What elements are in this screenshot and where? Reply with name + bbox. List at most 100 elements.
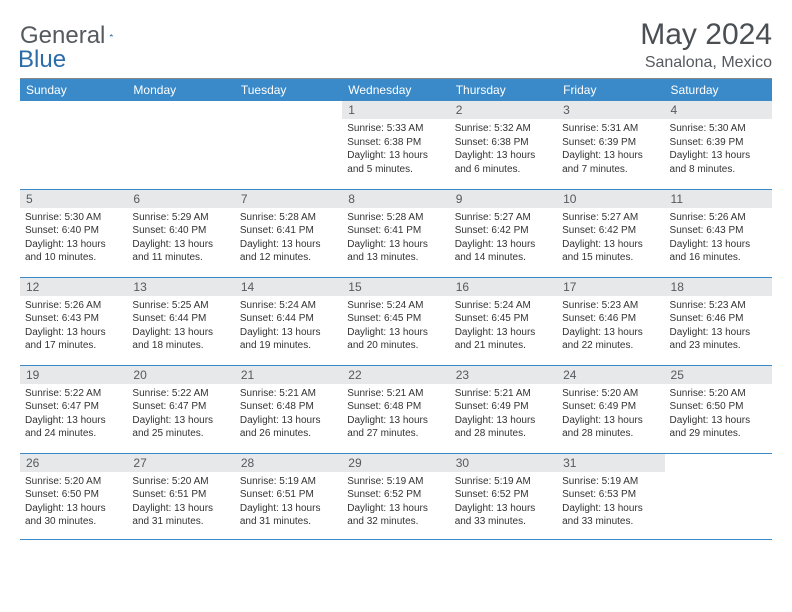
day-number: 3 <box>557 101 664 119</box>
cell-body: Sunrise: 5:27 AMSunset: 6:42 PMDaylight:… <box>450 208 557 269</box>
day-number: 20 <box>127 366 234 384</box>
day-number: 18 <box>665 278 772 296</box>
day-number: 7 <box>235 190 342 208</box>
day-number: 12 <box>20 278 127 296</box>
day-number: 10 <box>557 190 664 208</box>
calendar-cell: 25Sunrise: 5:20 AMSunset: 6:50 PMDayligh… <box>665 365 772 453</box>
cell-body: Sunrise: 5:23 AMSunset: 6:46 PMDaylight:… <box>665 296 772 357</box>
calendar-cell: 27Sunrise: 5:20 AMSunset: 6:51 PMDayligh… <box>127 453 234 539</box>
calendar-row: 5Sunrise: 5:30 AMSunset: 6:40 PMDaylight… <box>20 189 772 277</box>
calendar-cell: 11Sunrise: 5:26 AMSunset: 6:43 PMDayligh… <box>665 189 772 277</box>
day-number: 30 <box>450 454 557 472</box>
calendar-cell: 23Sunrise: 5:21 AMSunset: 6:49 PMDayligh… <box>450 365 557 453</box>
day-number: 24 <box>557 366 664 384</box>
cell-body: Sunrise: 5:22 AMSunset: 6:47 PMDaylight:… <box>20 384 127 445</box>
day-number: 11 <box>665 190 772 208</box>
calendar-cell: 29Sunrise: 5:19 AMSunset: 6:52 PMDayligh… <box>342 453 449 539</box>
day-number: 19 <box>20 366 127 384</box>
day-number: 23 <box>450 366 557 384</box>
col-tuesday: Tuesday <box>235 79 342 101</box>
cell-body: Sunrise: 5:23 AMSunset: 6:46 PMDaylight:… <box>557 296 664 357</box>
day-number: 17 <box>557 278 664 296</box>
calendar-cell: 3Sunrise: 5:31 AMSunset: 6:39 PMDaylight… <box>557 101 664 189</box>
day-number: 6 <box>127 190 234 208</box>
calendar-cell: 5Sunrise: 5:30 AMSunset: 6:40 PMDaylight… <box>20 189 127 277</box>
cell-body: Sunrise: 5:26 AMSunset: 6:43 PMDaylight:… <box>665 208 772 269</box>
cell-body: Sunrise: 5:30 AMSunset: 6:39 PMDaylight:… <box>665 119 772 180</box>
calendar-cell: 17Sunrise: 5:23 AMSunset: 6:46 PMDayligh… <box>557 277 664 365</box>
calendar-row: 12Sunrise: 5:26 AMSunset: 6:43 PMDayligh… <box>20 277 772 365</box>
cell-body: Sunrise: 5:29 AMSunset: 6:40 PMDaylight:… <box>127 208 234 269</box>
cell-body: Sunrise: 5:20 AMSunset: 6:51 PMDaylight:… <box>127 472 234 533</box>
header: General May 2024 Sanalona, Mexico <box>20 18 772 72</box>
calendar-cell <box>127 101 234 189</box>
cell-body: Sunrise: 5:19 AMSunset: 6:52 PMDaylight:… <box>450 472 557 533</box>
calendar-cell: 30Sunrise: 5:19 AMSunset: 6:52 PMDayligh… <box>450 453 557 539</box>
day-number: 8 <box>342 190 449 208</box>
calendar-cell: 21Sunrise: 5:21 AMSunset: 6:48 PMDayligh… <box>235 365 342 453</box>
calendar-cell: 7Sunrise: 5:28 AMSunset: 6:41 PMDaylight… <box>235 189 342 277</box>
day-number: 26 <box>20 454 127 472</box>
calendar-cell: 2Sunrise: 5:32 AMSunset: 6:38 PMDaylight… <box>450 101 557 189</box>
calendar-cell: 22Sunrise: 5:21 AMSunset: 6:48 PMDayligh… <box>342 365 449 453</box>
cell-body: Sunrise: 5:28 AMSunset: 6:41 PMDaylight:… <box>342 208 449 269</box>
title-block: May 2024 Sanalona, Mexico <box>640 18 772 72</box>
cell-body: Sunrise: 5:24 AMSunset: 6:44 PMDaylight:… <box>235 296 342 357</box>
calendar-cell: 9Sunrise: 5:27 AMSunset: 6:42 PMDaylight… <box>450 189 557 277</box>
calendar-cell: 6Sunrise: 5:29 AMSunset: 6:40 PMDaylight… <box>127 189 234 277</box>
calendar-cell: 8Sunrise: 5:28 AMSunset: 6:41 PMDaylight… <box>342 189 449 277</box>
calendar-cell: 1Sunrise: 5:33 AMSunset: 6:38 PMDaylight… <box>342 101 449 189</box>
calendar-cell: 20Sunrise: 5:22 AMSunset: 6:47 PMDayligh… <box>127 365 234 453</box>
day-number: 13 <box>127 278 234 296</box>
cell-body: Sunrise: 5:19 AMSunset: 6:52 PMDaylight:… <box>342 472 449 533</box>
day-header-row: Sunday Monday Tuesday Wednesday Thursday… <box>20 79 772 101</box>
calendar-cell: 24Sunrise: 5:20 AMSunset: 6:49 PMDayligh… <box>557 365 664 453</box>
cell-body: Sunrise: 5:20 AMSunset: 6:50 PMDaylight:… <box>20 472 127 533</box>
cell-body: Sunrise: 5:30 AMSunset: 6:40 PMDaylight:… <box>20 208 127 269</box>
cell-body: Sunrise: 5:20 AMSunset: 6:50 PMDaylight:… <box>665 384 772 445</box>
day-number: 28 <box>235 454 342 472</box>
cell-body: Sunrise: 5:28 AMSunset: 6:41 PMDaylight:… <box>235 208 342 269</box>
day-number: 1 <box>342 101 449 119</box>
col-sunday: Sunday <box>20 79 127 101</box>
day-number: 15 <box>342 278 449 296</box>
logo-text-blue: Blue <box>18 46 66 73</box>
calendar-cell: 4Sunrise: 5:30 AMSunset: 6:39 PMDaylight… <box>665 101 772 189</box>
calendar-cell: 19Sunrise: 5:22 AMSunset: 6:47 PMDayligh… <box>20 365 127 453</box>
day-number: 22 <box>342 366 449 384</box>
cell-body: Sunrise: 5:26 AMSunset: 6:43 PMDaylight:… <box>20 296 127 357</box>
logo-sail-icon <box>109 26 114 44</box>
cell-body: Sunrise: 5:33 AMSunset: 6:38 PMDaylight:… <box>342 119 449 180</box>
cell-body: Sunrise: 5:24 AMSunset: 6:45 PMDaylight:… <box>342 296 449 357</box>
cell-body: Sunrise: 5:32 AMSunset: 6:38 PMDaylight:… <box>450 119 557 180</box>
cell-body: Sunrise: 5:24 AMSunset: 6:45 PMDaylight:… <box>450 296 557 357</box>
cell-body: Sunrise: 5:21 AMSunset: 6:48 PMDaylight:… <box>235 384 342 445</box>
month-title: May 2024 <box>640 18 772 52</box>
day-number: 16 <box>450 278 557 296</box>
cell-body: Sunrise: 5:22 AMSunset: 6:47 PMDaylight:… <box>127 384 234 445</box>
day-number: 9 <box>450 190 557 208</box>
calendar-cell: 31Sunrise: 5:19 AMSunset: 6:53 PMDayligh… <box>557 453 664 539</box>
calendar-cell: 16Sunrise: 5:24 AMSunset: 6:45 PMDayligh… <box>450 277 557 365</box>
day-number: 25 <box>665 366 772 384</box>
cell-body: Sunrise: 5:19 AMSunset: 6:53 PMDaylight:… <box>557 472 664 533</box>
day-number: 21 <box>235 366 342 384</box>
calendar-cell: 26Sunrise: 5:20 AMSunset: 6:50 PMDayligh… <box>20 453 127 539</box>
day-number: 2 <box>450 101 557 119</box>
day-number: 29 <box>342 454 449 472</box>
cell-body: Sunrise: 5:31 AMSunset: 6:39 PMDaylight:… <box>557 119 664 180</box>
cell-body: Sunrise: 5:21 AMSunset: 6:48 PMDaylight:… <box>342 384 449 445</box>
calendar-cell: 28Sunrise: 5:19 AMSunset: 6:51 PMDayligh… <box>235 453 342 539</box>
day-number: 27 <box>127 454 234 472</box>
cell-body: Sunrise: 5:25 AMSunset: 6:44 PMDaylight:… <box>127 296 234 357</box>
col-saturday: Saturday <box>665 79 772 101</box>
calendar-cell: 18Sunrise: 5:23 AMSunset: 6:46 PMDayligh… <box>665 277 772 365</box>
col-thursday: Thursday <box>450 79 557 101</box>
calendar-cell: 12Sunrise: 5:26 AMSunset: 6:43 PMDayligh… <box>20 277 127 365</box>
location: Sanalona, Mexico <box>640 54 772 72</box>
calendar-cell <box>665 453 772 539</box>
cell-body: Sunrise: 5:27 AMSunset: 6:42 PMDaylight:… <box>557 208 664 269</box>
col-wednesday: Wednesday <box>342 79 449 101</box>
calendar-row: 19Sunrise: 5:22 AMSunset: 6:47 PMDayligh… <box>20 365 772 453</box>
calendar-row: 1Sunrise: 5:33 AMSunset: 6:38 PMDaylight… <box>20 101 772 189</box>
